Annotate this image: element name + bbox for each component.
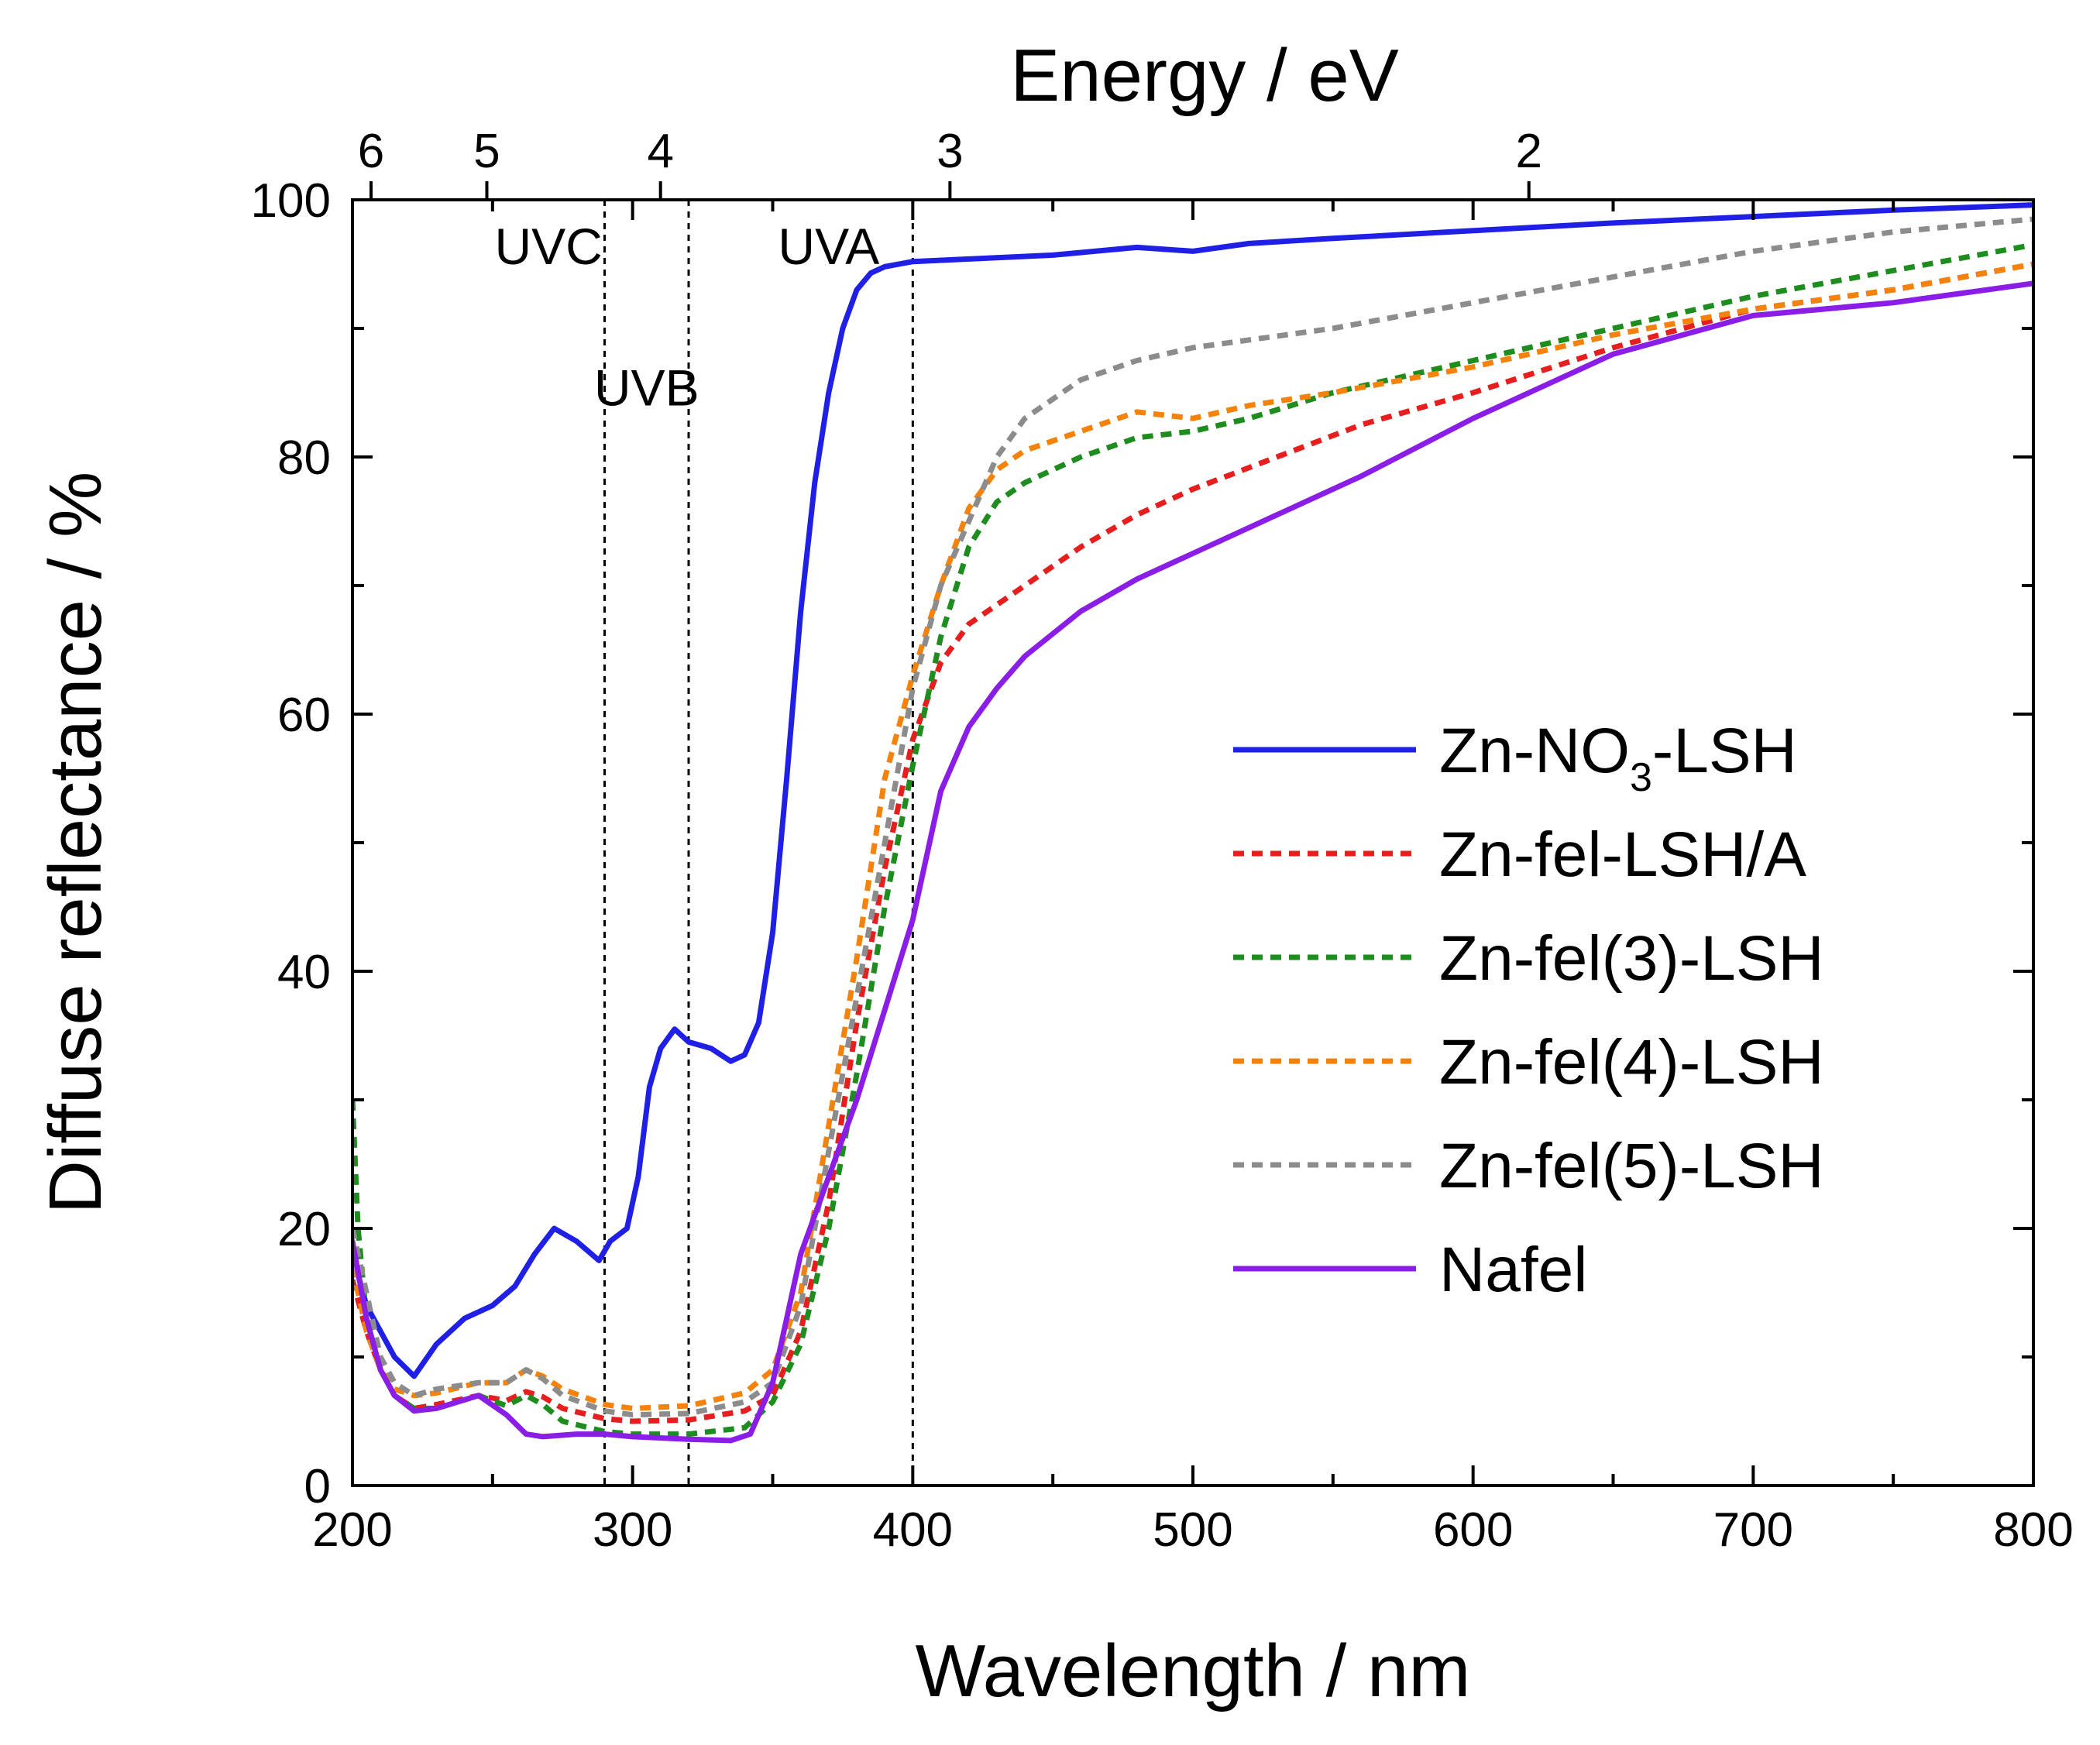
- x-tick-label: 200: [312, 1503, 392, 1557]
- top-axis-title: Energy / eV: [1010, 34, 1399, 117]
- region-label-uvb: UVB: [594, 359, 699, 417]
- legend-label: Zn-fel(5)-LSH: [1439, 1131, 1824, 1201]
- legend: Zn-NO3-LSH Zn-fel-LSH/A Zn-fel(3)-LSH Zn-fe…: [1233, 716, 1824, 1305]
- y-tick-label: 60: [277, 689, 331, 742]
- top-tick-label: 5: [473, 125, 500, 178]
- y-tick-label: 0: [304, 1460, 331, 1513]
- series-line: [352, 261, 2033, 1411]
- legend-label: Nafel: [1439, 1235, 1587, 1305]
- y-axis-title: Diffuse reflectance / %: [34, 472, 117, 1214]
- x-tick-label: 600: [1433, 1503, 1513, 1557]
- data-series: [352, 202, 2033, 1444]
- series-line: [352, 280, 2033, 1444]
- region-label-uva: UVA: [778, 218, 879, 275]
- y-tick-label: 40: [277, 946, 331, 999]
- top-energy-axis-ticks: 6 5 4 3 2: [358, 125, 1542, 200]
- legend-label: Zn-fel(3)-LSH: [1439, 923, 1824, 994]
- y-tick-label: 20: [277, 1203, 331, 1256]
- legend-label: Zn-NO3-LSH: [1439, 716, 1797, 800]
- y-tick-label: 80: [277, 431, 331, 485]
- top-tick-label: 4: [647, 125, 673, 178]
- x-axis-title: Wavelength / nm: [916, 1630, 1471, 1712]
- y-axis-ticks: 0 20 40 60 80 100: [251, 174, 2033, 1513]
- top-tick-label: 3: [937, 125, 963, 178]
- x-tick-label: 800: [1993, 1503, 2073, 1557]
- x-tick-label: 300: [593, 1503, 672, 1557]
- region-label-uvc: UVC: [494, 218, 602, 275]
- legend-label: Zn-fel(4)-LSH: [1439, 1027, 1824, 1097]
- top-tick-label: 6: [358, 125, 384, 178]
- x-tick-label: 700: [1713, 1503, 1793, 1557]
- y-tick-label: 100: [251, 174, 331, 228]
- top-tick-label: 2: [1515, 125, 1541, 178]
- x-tick-label: 400: [873, 1503, 953, 1557]
- series-line: [352, 216, 2033, 1418]
- reference-lines: [603, 200, 914, 1486]
- uv-region-labels: UVC UVB UVA: [494, 218, 879, 417]
- plot-area: [352, 200, 2033, 1486]
- x-tick-label: 500: [1153, 1503, 1232, 1557]
- x-axis-ticks: 200 300 400 500 600 700 800: [312, 200, 2074, 1557]
- legend-label: Zn-fel-LSH/A: [1439, 819, 1806, 890]
- series-line: [352, 202, 2033, 1379]
